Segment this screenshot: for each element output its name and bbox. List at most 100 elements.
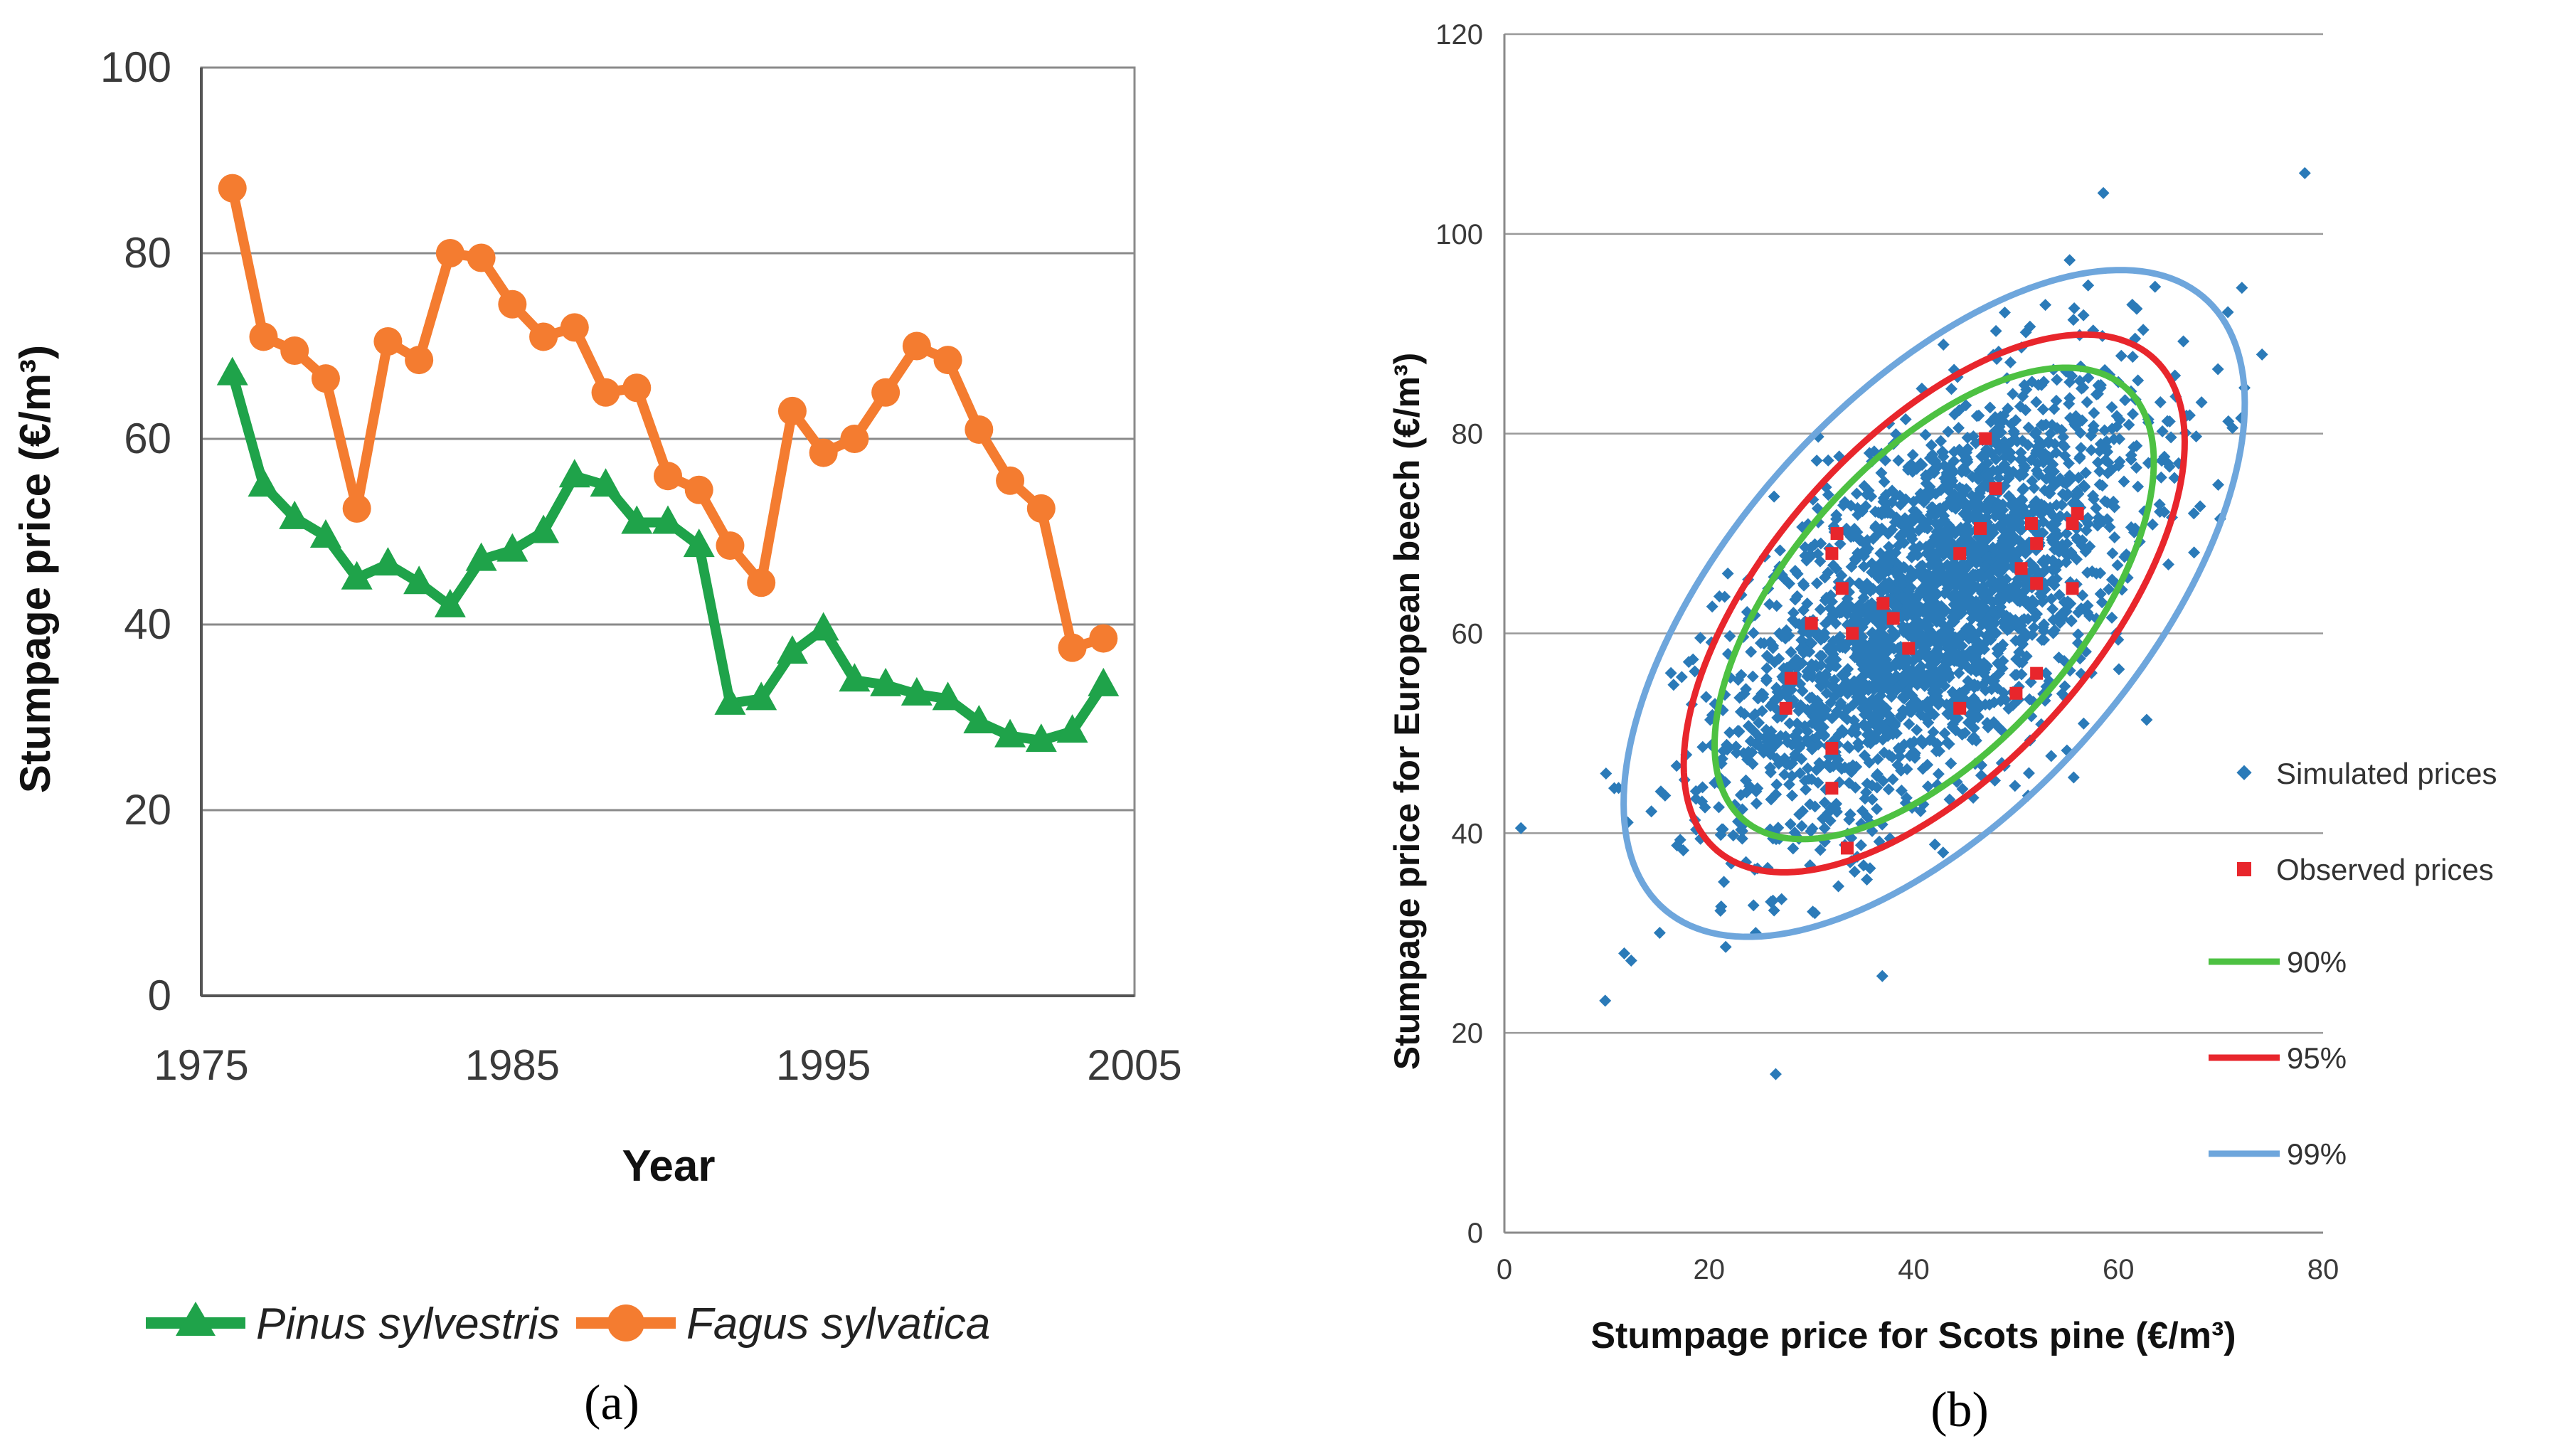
b-simulated-point — [1994, 519, 2007, 531]
b-simulated-point — [2005, 418, 2018, 430]
b-simulated-point — [1855, 696, 1868, 708]
b-simulated-point — [1871, 656, 1884, 669]
b-simulated-point — [1940, 605, 1953, 617]
b-simulated-point — [1805, 541, 1817, 554]
b-simulated-point — [1983, 563, 1996, 576]
b-simulated-point — [1916, 737, 1929, 750]
b-simulated-point — [1945, 590, 1958, 603]
a-point-fagus — [342, 494, 371, 523]
b-simulated-point — [1742, 573, 1755, 586]
b-simulated-point — [1850, 643, 1863, 656]
b-simulated-point — [2030, 425, 2043, 438]
b-simulated-point — [1974, 541, 1987, 553]
b-simulated-point — [1514, 822, 1527, 834]
b-simulated-point — [1962, 587, 1975, 600]
b-simulated-point — [1879, 506, 1891, 519]
b-simulated-point — [1899, 493, 1912, 506]
b-simulated-point — [1911, 618, 1923, 631]
b-simulated-point — [1709, 698, 1721, 711]
b-simulated-point — [1827, 520, 1840, 533]
b-simulated-point — [1930, 529, 1943, 542]
b-simulated-point — [1914, 701, 1927, 714]
b-simulated-point — [1939, 655, 1952, 668]
b-simulated-point — [2019, 461, 2031, 474]
b-simulated-point — [1938, 509, 1950, 522]
b-simulated-point — [1928, 567, 1941, 580]
b-simulated-point — [1880, 580, 1893, 593]
b-simulated-point — [2056, 606, 2069, 619]
b-simulated-point — [1881, 497, 1893, 510]
b-simulated-point — [1988, 696, 2001, 708]
b-simulated-point — [2088, 407, 2100, 420]
b-simulated-point — [1891, 684, 1903, 696]
b-axes — [1503, 34, 2323, 1234]
b-simulated-point — [1815, 711, 1828, 724]
b-simulated-point — [2127, 526, 2140, 538]
b-simulated-point — [1758, 731, 1771, 744]
b-simulated-point — [2050, 499, 2063, 511]
b-simulated-point — [1978, 450, 1991, 462]
b-simulated-point — [1797, 647, 1810, 659]
b-simulated-point — [1998, 435, 2011, 448]
b-simulated-point — [1981, 659, 1994, 672]
b-simulated-point — [1862, 599, 1875, 612]
b-simulated-point — [1877, 568, 1890, 580]
b-simulated-point — [2073, 329, 2086, 341]
b-simulated-point — [1969, 758, 1982, 770]
b-simulated-point — [1939, 651, 1952, 664]
b-simulated-point — [1997, 531, 2009, 544]
b-simulated-point — [1918, 604, 1931, 617]
legend-label-observed: Observed prices — [2276, 853, 2494, 886]
b-simulated-point — [1792, 617, 1805, 630]
b-simulated-point — [1922, 584, 1935, 597]
b-simulated-point — [1805, 658, 1818, 671]
b-simulated-point — [1866, 455, 1879, 468]
b-simulated-point — [1971, 679, 1984, 692]
b-simulated-point — [2077, 309, 2090, 322]
b-simulated-point — [2054, 510, 2066, 523]
b-simulated-point — [1875, 467, 1888, 479]
b-simulated-point — [2103, 368, 2116, 381]
b-simulated-point — [2042, 464, 2055, 477]
b-simulated-point — [1788, 750, 1801, 763]
b-simulated-point — [1826, 595, 1839, 608]
a-y-tick-label: 20 — [124, 786, 171, 834]
b-simulated-point — [1903, 589, 1916, 602]
b-simulated-point — [2002, 472, 2015, 484]
b-simulated-point — [1882, 593, 1895, 605]
b-simulated-point — [2076, 414, 2088, 427]
b-simulated-point — [1939, 577, 1952, 590]
b-simulated-point — [1790, 653, 1802, 666]
b-simulated-point — [2053, 588, 2066, 601]
b-simulated-point — [1981, 468, 1993, 481]
b-simulated-point — [1913, 602, 1925, 615]
b-simulated-point — [1689, 665, 1701, 678]
b-simulated-point — [1966, 644, 1979, 657]
b-simulated-point — [2003, 592, 2016, 605]
b-simulated-point — [1814, 711, 1827, 723]
b-simulated-point — [1960, 505, 1972, 518]
b-simulated-point — [1866, 670, 1879, 683]
b-simulated-point — [1855, 671, 1868, 684]
b-simulated-point — [1896, 691, 1909, 704]
b-simulated-point — [1970, 509, 1983, 522]
b-simulated-point — [1962, 557, 1975, 570]
b-simulated-point — [1996, 591, 2009, 604]
b-simulated-point — [1854, 578, 1866, 590]
b-simulated-point — [2063, 392, 2076, 405]
b-simulated-point — [1831, 805, 1843, 818]
b-simulated-point — [2085, 666, 2098, 679]
b-simulated-point — [2010, 514, 2023, 527]
b-simulated-point — [1767, 894, 1780, 907]
b-simulated-point — [1898, 608, 1911, 621]
b-simulated-point — [1966, 537, 1979, 550]
b-simulated-point — [1931, 588, 1944, 600]
b-simulated-point — [1795, 753, 1808, 765]
b-simulated-point — [1878, 656, 1891, 669]
b-simulated-point — [1933, 573, 1946, 586]
b-simulated-point — [1770, 752, 1783, 765]
b-simulated-point — [1932, 605, 1945, 617]
a-point-pinus — [807, 612, 839, 641]
b-simulated-point — [1671, 839, 1684, 852]
a-point-fagus — [840, 425, 869, 453]
